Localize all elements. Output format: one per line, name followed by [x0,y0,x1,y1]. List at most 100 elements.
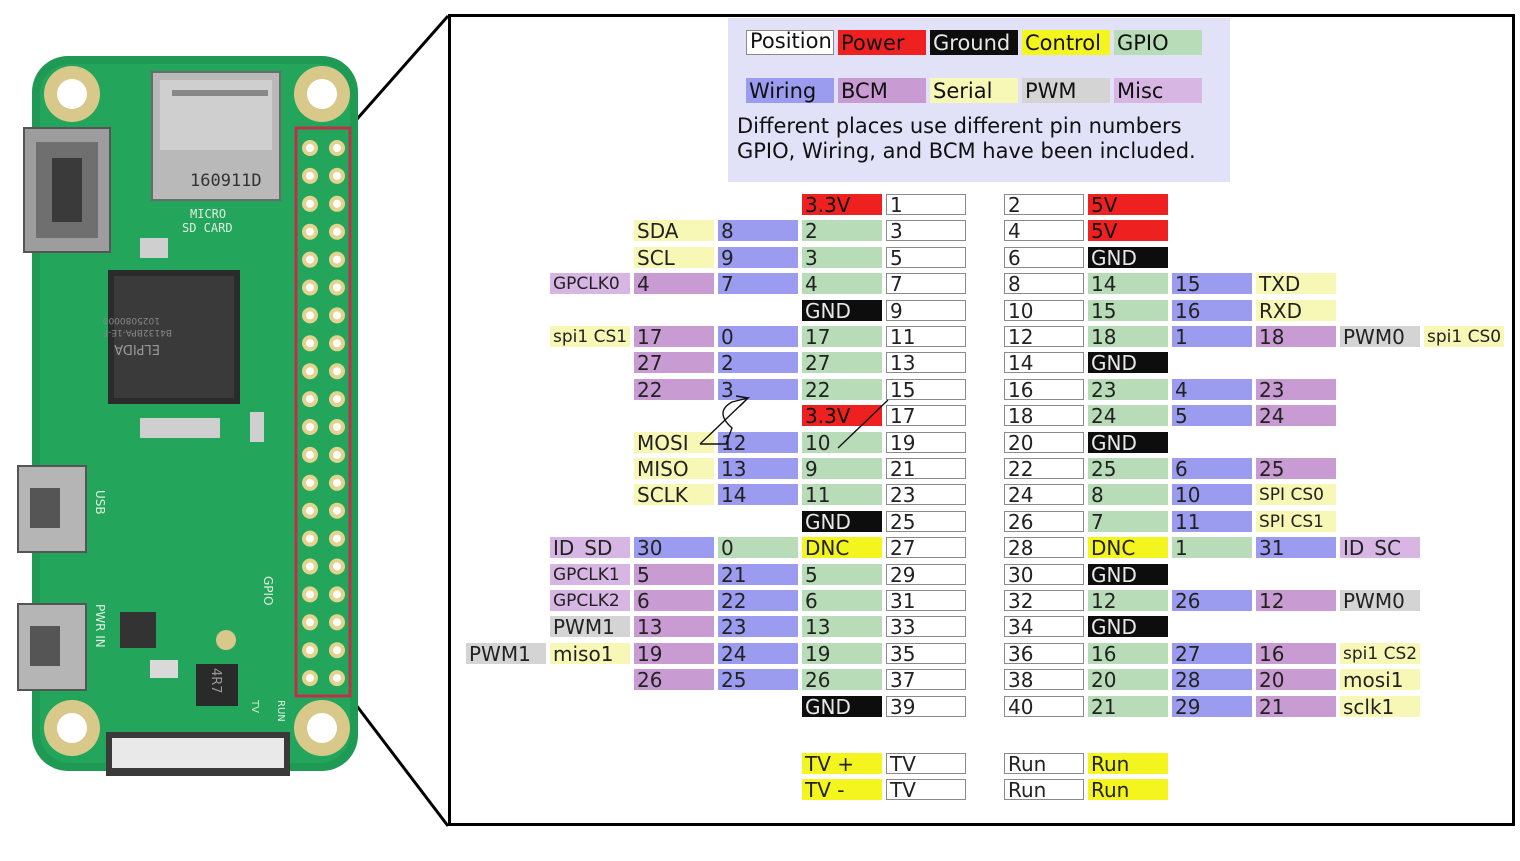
pin-cell-gpio: 0 [718,537,798,559]
pin-cell-serial: TXD [1256,273,1336,295]
pin-cell-wiring: 21 [718,563,798,585]
chip-code-2: 1025080000 [102,315,160,325]
micro-usb-port [17,603,87,691]
gpio-pin-hole [306,395,314,404]
pin-cell-bcm: 12 [1256,590,1336,611]
pin-cell-serial: SPI CS1 [1256,510,1336,532]
pin-cell-pos: 19 [886,431,966,453]
pin-cell-pwm: PWM1 [466,642,546,664]
arrow-curve [699,395,751,445]
note-line-1: Different places use different pin numbe… [737,114,1182,138]
pin-cell-bcm: 21 [1256,695,1336,717]
pin-cell-wiring: 25 [718,669,798,691]
pin-cell-gpio: 7 [1088,510,1168,532]
callout-line-bottom [348,696,450,827]
pin-cell-serial: sclk1 [1340,695,1420,717]
gpio-pin-hole [333,339,341,348]
pin-cell-gpio: 11 [802,484,882,506]
pin-cell-bcm: 22 [634,378,714,400]
callout-line-top [348,15,450,128]
pin-cell-bcm: 20 [1256,669,1336,691]
usb-label: USB [93,490,107,515]
pin-cell-bcm: 4 [634,273,714,295]
gpio-pin-hole [306,283,314,292]
pin-cell-gpio: 5 [802,563,882,585]
pin-cell-wiring: 30 [634,537,714,559]
pin-cell-wiring: 13 [718,458,798,479]
pin-cell-gpio: 10 [802,431,882,453]
pin-cell-pos: 15 [886,378,966,400]
mounting-hole [294,700,350,756]
pin-cell-power: 3.3V [802,405,882,427]
pin-cell-pos: 31 [886,590,966,611]
pin-cell-gpio: 21 [1088,695,1168,717]
gpio-pin-hole [333,227,341,236]
pin-cell-serial: SPI CS0 [1256,484,1336,506]
gpio-pin-hole [306,506,314,515]
sd-card-slot: 160911D MICRO SD CARD [151,71,281,235]
pin-cell-power: 5V [1088,194,1168,215]
pin-cell-gpio: 1 [1172,537,1252,559]
legend-item-serial: Serial [930,78,1018,103]
gpio-pin-hole [306,674,314,683]
note-line-2: GPIO, Wiring, and BCM have been included… [737,139,1196,163]
pin-cell-serial: SCL [634,246,714,268]
pin-cell-pos: 38 [1004,669,1084,691]
pin-cell-pos: 21 [886,458,966,479]
gpio-pin-hole [306,339,314,348]
pin-cell-pos: 10 [1004,299,1084,321]
pin-cell-gpio: 27 [802,352,882,374]
pin-cell-pos: 37 [886,669,966,691]
mounting-hole [294,66,350,122]
pin-cell-wiring: 7 [718,273,798,295]
gpio-pin-hole [306,144,314,152]
pin-cell-bcm: 17 [634,326,714,347]
pin-cell-serial: mosi1 [1340,669,1420,691]
legend-item-pwm: PWM [1022,78,1110,103]
pin-cell-gpio: 12 [1088,590,1168,611]
legend-item-position: Position [746,30,834,55]
pin-cell-pos: 1 [886,194,966,215]
pin-cell-wiring: 24 [718,642,798,664]
gpio-pin-hole [333,171,341,180]
pin-cell-wiring: 26 [1172,590,1252,611]
pin-cell-gpio: 4 [802,273,882,295]
pin-cell-pos: 35 [886,642,966,664]
pin-cell-gnd: GND [1088,352,1168,374]
pin-cell-bcm: 19 [634,642,714,664]
gpio-pin-hole [306,646,314,655]
pin-cell-wiring: 4 [1172,378,1252,400]
arrow-line [837,399,889,449]
gpio-pin-hole [333,255,341,264]
sd-label-1: MICRO [190,207,226,221]
pin-cell-pos: 32 [1004,590,1084,611]
pin-cell-gpio: 20 [1088,669,1168,691]
pin-cell-pos: 13 [886,352,966,374]
pin-cell-pos: Run [1004,778,1084,800]
pin-cell-pos: 30 [1004,563,1084,585]
pin-cell-serial: spi1 CS2 [1340,642,1420,664]
gpio-pin-hole [306,311,314,320]
pin-cell-pos: TV [886,778,966,800]
pin-cell-wiring: 1 [1172,326,1252,347]
pinout-panel [448,14,1515,826]
pin-cell-pos: 28 [1004,537,1084,559]
gpio-pin-hole [306,534,314,543]
pin-cell-pos: 24 [1004,484,1084,506]
pin-cell-gpio: 15 [1088,299,1168,321]
pin-cell-gpio: 6 [802,590,882,611]
pin-cell-wiring: 11 [1172,510,1252,532]
gpio-pin-hole [306,562,314,571]
pin-cell-control: DNC [1088,537,1168,559]
gpio-pin-hole [333,283,341,292]
gpio-pin-hole [306,478,314,487]
pin-cell-pos: 6 [1004,246,1084,268]
pin-cell-pos: 23 [886,484,966,506]
pin-cell-wiring: 12 [718,431,798,453]
pin-cell-pos: Run [1004,753,1084,774]
mounting-hole [44,700,100,756]
pin-cell-bcm: 23 [1256,378,1336,400]
pin-cell-bcm: 16 [1256,642,1336,664]
pin-cell-wiring: 10 [1172,484,1252,506]
